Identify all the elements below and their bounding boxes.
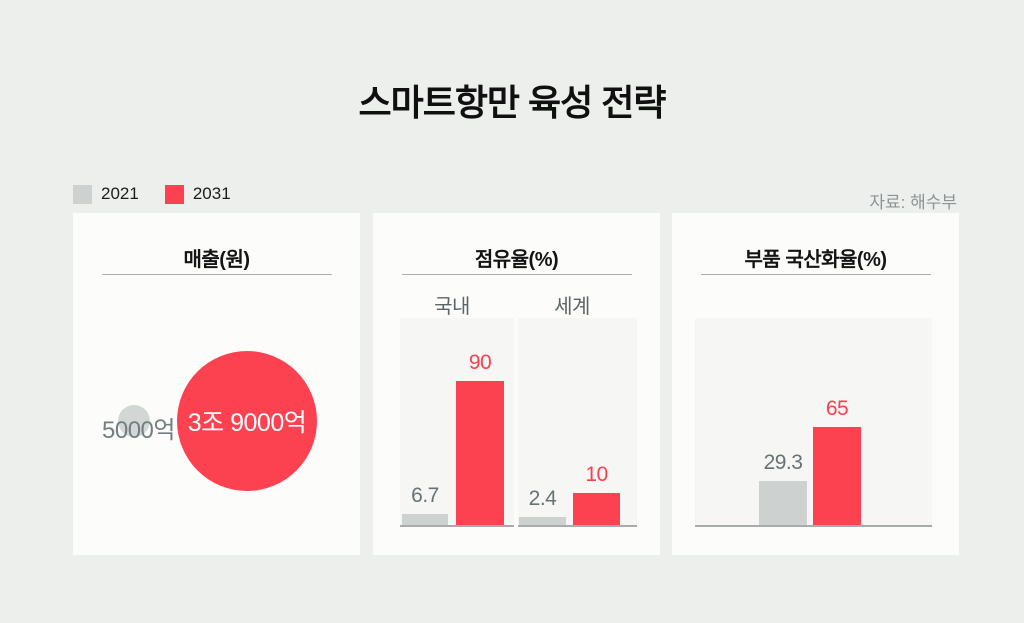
bubble-2021-label: 5000억 bbox=[102, 417, 175, 444]
bar-column-world-2021: 2.4 bbox=[519, 487, 566, 525]
bar-domestic-2031 bbox=[456, 381, 504, 525]
bar-world-2021 bbox=[519, 517, 566, 525]
panel-sales-title: 매출(원) bbox=[183, 249, 250, 271]
data-source-label: 자료: 해수부 bbox=[869, 193, 957, 212]
page-title: 스마트항만 육성 전략 bbox=[358, 82, 666, 123]
bar-column-world-2031: 10 bbox=[573, 463, 620, 525]
panel-sales-title-rule bbox=[101, 274, 332, 275]
bar-column-domestic-2021: 6.7 bbox=[402, 484, 448, 525]
panel-parts-title-rule bbox=[700, 274, 931, 275]
category-label-world: 세계 bbox=[554, 296, 590, 318]
bar-value-world-2031: 10 bbox=[585, 463, 608, 486]
bar-parts-2021 bbox=[759, 481, 807, 525]
panel-share: 점유율(%) 국내 세계 6.7 90 2.4 10 bbox=[373, 213, 660, 555]
subchart-world: 2.4 10 bbox=[518, 318, 637, 527]
legend-swatch-2031-icon bbox=[164, 184, 184, 204]
bar-value-domestic-2021: 6.7 bbox=[411, 484, 439, 507]
legend-item-2021: 2021 bbox=[73, 184, 139, 204]
category-label-domestic: 국내 bbox=[434, 296, 470, 318]
bar-value-domestic-2031: 90 bbox=[468, 351, 492, 374]
legend-label-2021: 2021 bbox=[101, 184, 139, 203]
legend: 2021 2031 bbox=[73, 184, 231, 204]
bubble-2031-label: 3조 9000억 bbox=[187, 409, 307, 437]
panel-sales: 매출(원) 5000억 3조 9000억 bbox=[73, 213, 360, 555]
bubble-2021 bbox=[118, 405, 150, 437]
legend-item-2031: 2031 bbox=[164, 184, 231, 204]
bubble-2031: 3조 9000억 bbox=[177, 351, 317, 491]
bar-column-domestic-2031: 90 bbox=[456, 351, 504, 525]
bar-column-parts-2031: 65 bbox=[813, 397, 861, 525]
bar-value-parts-2031: 65 bbox=[825, 397, 849, 420]
bar-domestic-2021 bbox=[402, 514, 448, 525]
panel-parts: 부품 국산화율(%) 29.3 65 bbox=[672, 213, 959, 555]
subchart-domestic: 6.7 90 bbox=[400, 318, 514, 527]
bar-column-parts-2021: 29.3 bbox=[759, 451, 807, 525]
panel-parts-title: 부품 국산화율(%) bbox=[744, 249, 887, 271]
bar-value-parts-2021: 29.3 bbox=[763, 451, 803, 474]
bar-world-2031 bbox=[573, 493, 620, 525]
subchart-parts: 29.3 65 bbox=[695, 318, 932, 527]
bar-parts-2031 bbox=[813, 427, 861, 525]
legend-label-2031: 2031 bbox=[192, 184, 231, 203]
legend-swatch-2021-icon bbox=[73, 184, 92, 204]
panel-share-title-rule bbox=[401, 274, 632, 275]
panel-share-title: 점유율(%) bbox=[474, 249, 559, 271]
bar-value-world-2021: 2.4 bbox=[528, 487, 557, 510]
